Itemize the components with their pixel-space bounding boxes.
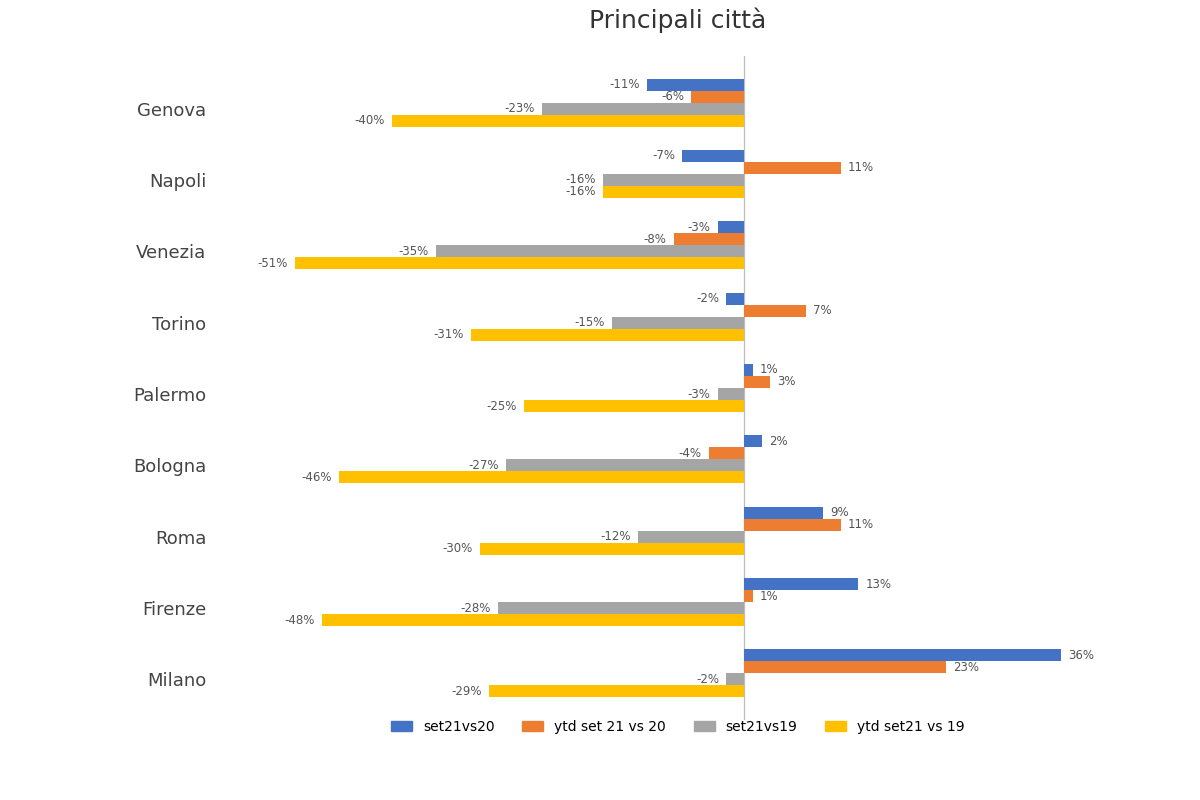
Text: 1%: 1% <box>760 590 779 602</box>
Text: 1%: 1% <box>760 363 779 377</box>
Text: 9%: 9% <box>830 506 848 519</box>
Legend: set21vs20, ytd set 21 vs 20, set21vs19, ytd set21 vs 19: set21vs20, ytd set 21 vs 20, set21vs19, … <box>385 714 971 740</box>
Text: -2%: -2% <box>696 673 719 686</box>
Text: 23%: 23% <box>954 661 979 674</box>
Text: -35%: -35% <box>398 245 428 258</box>
Text: 11%: 11% <box>848 518 874 531</box>
Text: -30%: -30% <box>443 542 473 555</box>
Text: -11%: -11% <box>610 78 640 91</box>
Bar <box>524 400 744 412</box>
Bar <box>638 530 744 542</box>
Text: -2%: -2% <box>696 292 719 305</box>
Bar <box>673 234 744 246</box>
Bar <box>436 246 744 258</box>
Text: -4%: -4% <box>679 447 702 460</box>
Text: 3%: 3% <box>778 375 796 389</box>
Bar <box>726 674 744 686</box>
Bar <box>295 258 744 270</box>
Text: 36%: 36% <box>1068 649 1094 662</box>
Bar <box>726 293 744 305</box>
Bar <box>506 459 744 471</box>
Text: -3%: -3% <box>688 221 710 234</box>
Bar <box>498 602 744 614</box>
Bar <box>744 506 823 518</box>
Bar <box>340 471 744 483</box>
Bar <box>744 578 858 590</box>
Text: 2%: 2% <box>769 435 787 448</box>
Text: -48%: -48% <box>284 614 314 626</box>
Bar <box>744 162 841 174</box>
Text: -23%: -23% <box>504 102 534 115</box>
Bar <box>604 174 744 186</box>
Text: -29%: -29% <box>451 685 481 698</box>
Text: -46%: -46% <box>301 471 332 484</box>
Bar <box>744 518 841 530</box>
Bar <box>612 317 744 329</box>
Bar <box>480 542 744 554</box>
Text: -25%: -25% <box>486 399 517 413</box>
Bar <box>604 186 744 198</box>
Bar <box>718 222 744 234</box>
Bar <box>683 150 744 162</box>
Bar <box>709 447 744 459</box>
Bar <box>541 102 744 114</box>
Bar <box>744 305 805 317</box>
Text: -27%: -27% <box>469 459 499 472</box>
Text: 11%: 11% <box>848 162 874 174</box>
Text: -7%: -7% <box>653 150 676 162</box>
Bar <box>744 650 1061 662</box>
Text: -31%: -31% <box>433 328 464 341</box>
Bar <box>322 614 744 626</box>
Bar <box>392 114 744 126</box>
Bar <box>718 388 744 400</box>
Bar <box>744 662 947 674</box>
Bar <box>691 90 744 102</box>
Bar <box>488 686 744 698</box>
Text: -16%: -16% <box>565 186 596 198</box>
Bar <box>744 590 752 602</box>
Text: -3%: -3% <box>688 387 710 401</box>
Bar <box>647 78 744 90</box>
Text: -6%: -6% <box>661 90 684 103</box>
Bar <box>472 329 744 341</box>
Text: -15%: -15% <box>575 316 605 329</box>
Bar <box>744 364 752 376</box>
Text: -51%: -51% <box>258 257 288 270</box>
Bar <box>744 376 770 388</box>
Text: -8%: -8% <box>643 233 666 246</box>
Text: -16%: -16% <box>565 174 596 186</box>
Text: 7%: 7% <box>812 304 832 317</box>
Text: -12%: -12% <box>601 530 631 543</box>
Text: -28%: -28% <box>460 602 491 614</box>
Title: Principali città: Principali città <box>589 8 767 34</box>
Text: 13%: 13% <box>865 578 892 590</box>
Text: -40%: -40% <box>354 114 385 127</box>
Bar <box>744 435 762 447</box>
